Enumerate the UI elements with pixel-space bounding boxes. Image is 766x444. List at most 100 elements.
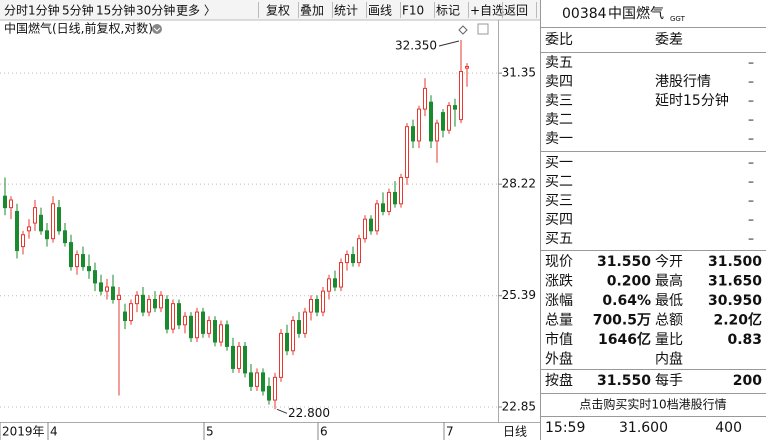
candle-body: [231, 345, 235, 369]
candle-body: [189, 315, 193, 339]
stat-value: 31.650: [708, 274, 762, 290]
candle-body: [321, 290, 325, 313]
annotation-arrow: [438, 40, 460, 47]
stat-label: 量比: [655, 332, 683, 348]
annotation-label: 32.350: [395, 39, 437, 53]
tick-time: 15:59: [545, 420, 585, 436]
candle-body: [129, 303, 133, 322]
y-tick-label: 28.22: [502, 177, 536, 191]
stat-label: 今开: [655, 254, 683, 270]
title-dropdown[interactable]: [152, 24, 162, 34]
candle-body: [3, 195, 7, 209]
y-tick-label: 31.35: [502, 66, 536, 80]
candle-body: [63, 230, 67, 244]
candle-body: [111, 286, 115, 300]
candle-body: [219, 324, 223, 343]
candle-body: [387, 191, 391, 212]
period-button[interactable]: 15分钟: [96, 3, 135, 18]
promo-link[interactable]: 点击购买实时10档港股行情: [579, 397, 726, 412]
candle-body: [141, 294, 145, 313]
board-value: 31.550: [597, 373, 651, 389]
candle-body: [201, 311, 205, 334]
period-button[interactable]: 更多 〉: [176, 4, 216, 18]
tool-button[interactable]: 标记: [436, 4, 460, 18]
ask-value: –: [748, 113, 754, 127]
candle-body: [399, 176, 403, 205]
candle-body: [9, 199, 13, 209]
y-tick-label: 22.85: [502, 399, 536, 413]
candle-body: [135, 294, 139, 305]
candle-body: [177, 303, 181, 326]
candle-body: [303, 311, 307, 334]
window-button[interactable]: [477, 23, 489, 35]
candle-body: [261, 372, 265, 392]
stat-value: 31.550: [597, 254, 651, 270]
candle-body: [93, 270, 97, 284]
tool-button[interactable]: 统计: [334, 4, 358, 18]
candle-body: [159, 294, 163, 309]
ask-value: –: [748, 94, 754, 108]
tool-button[interactable]: F10: [402, 4, 424, 18]
candle-body: [357, 238, 361, 264]
bid-value: –: [748, 213, 754, 227]
period-button[interactable]: 1分钟: [28, 3, 60, 18]
candle-body: [465, 65, 469, 69]
stat-label: 总量: [545, 313, 573, 329]
tool-button[interactable]: 叠加: [300, 4, 324, 18]
candle-body: [279, 332, 283, 378]
dropdown-arrow: [153, 27, 161, 32]
candle-body: [285, 332, 289, 352]
board-label: 每手: [655, 373, 683, 389]
candle-body: [375, 203, 379, 232]
candle-body: [21, 234, 25, 248]
candle-body: [69, 242, 73, 268]
ask-label: 卖一: [545, 131, 573, 147]
x-tick-label: 5: [206, 425, 214, 439]
period-button[interactable]: 30分钟: [136, 3, 175, 18]
period-label: 日线: [503, 425, 527, 439]
ratio-label: 委差: [655, 32, 683, 48]
candle-body: [57, 207, 61, 232]
candle-body: [33, 207, 37, 224]
bid-value: –: [748, 156, 754, 170]
candle-body: [39, 214, 43, 232]
candle-body: [453, 105, 457, 110]
period-button[interactable]: 5分钟: [62, 3, 94, 18]
candle-body: [105, 286, 109, 292]
bid-label: 买三: [545, 193, 573, 209]
candle-body: [417, 108, 421, 142]
ask-label: 卖三: [545, 93, 573, 109]
tick-price: 31.600: [619, 420, 668, 436]
candle-body: [267, 385, 271, 401]
candle-body: [369, 218, 373, 232]
tool-button[interactable]: 复权: [266, 4, 290, 18]
tool-button[interactable]: 返回: [504, 4, 528, 18]
candle-body: [171, 303, 175, 330]
y-tick-label: 25.39: [502, 288, 536, 302]
candle-body: [459, 70, 463, 121]
stat-label: 现价: [545, 254, 573, 270]
stat-value: 0.64%: [602, 293, 651, 309]
ratio-label: 委比: [545, 32, 573, 48]
candle-body: [381, 203, 385, 212]
period-button[interactable]: 分时: [4, 4, 28, 18]
candle-body: [213, 320, 217, 343]
candle-body: [423, 87, 427, 110]
candle-body: [165, 298, 169, 330]
tool-button[interactable]: +自选: [470, 4, 504, 18]
candle-body: [255, 372, 259, 387]
ask-label: 卖四: [545, 74, 573, 90]
candle-body: [183, 315, 187, 326]
diamond-icon[interactable]: [458, 25, 468, 35]
candle-body: [249, 372, 253, 387]
bid-value: –: [748, 232, 754, 246]
stock-code: 00384: [562, 6, 607, 22]
bid-label: 买五: [545, 231, 573, 247]
candle-body: [237, 345, 241, 369]
stat-label: 总额: [655, 313, 683, 329]
stat-value: 31.500: [708, 254, 762, 270]
tool-button[interactable]: 画线: [368, 4, 392, 18]
toolbar: [0, 0, 540, 20]
annotation-label: 22.800: [288, 406, 330, 420]
